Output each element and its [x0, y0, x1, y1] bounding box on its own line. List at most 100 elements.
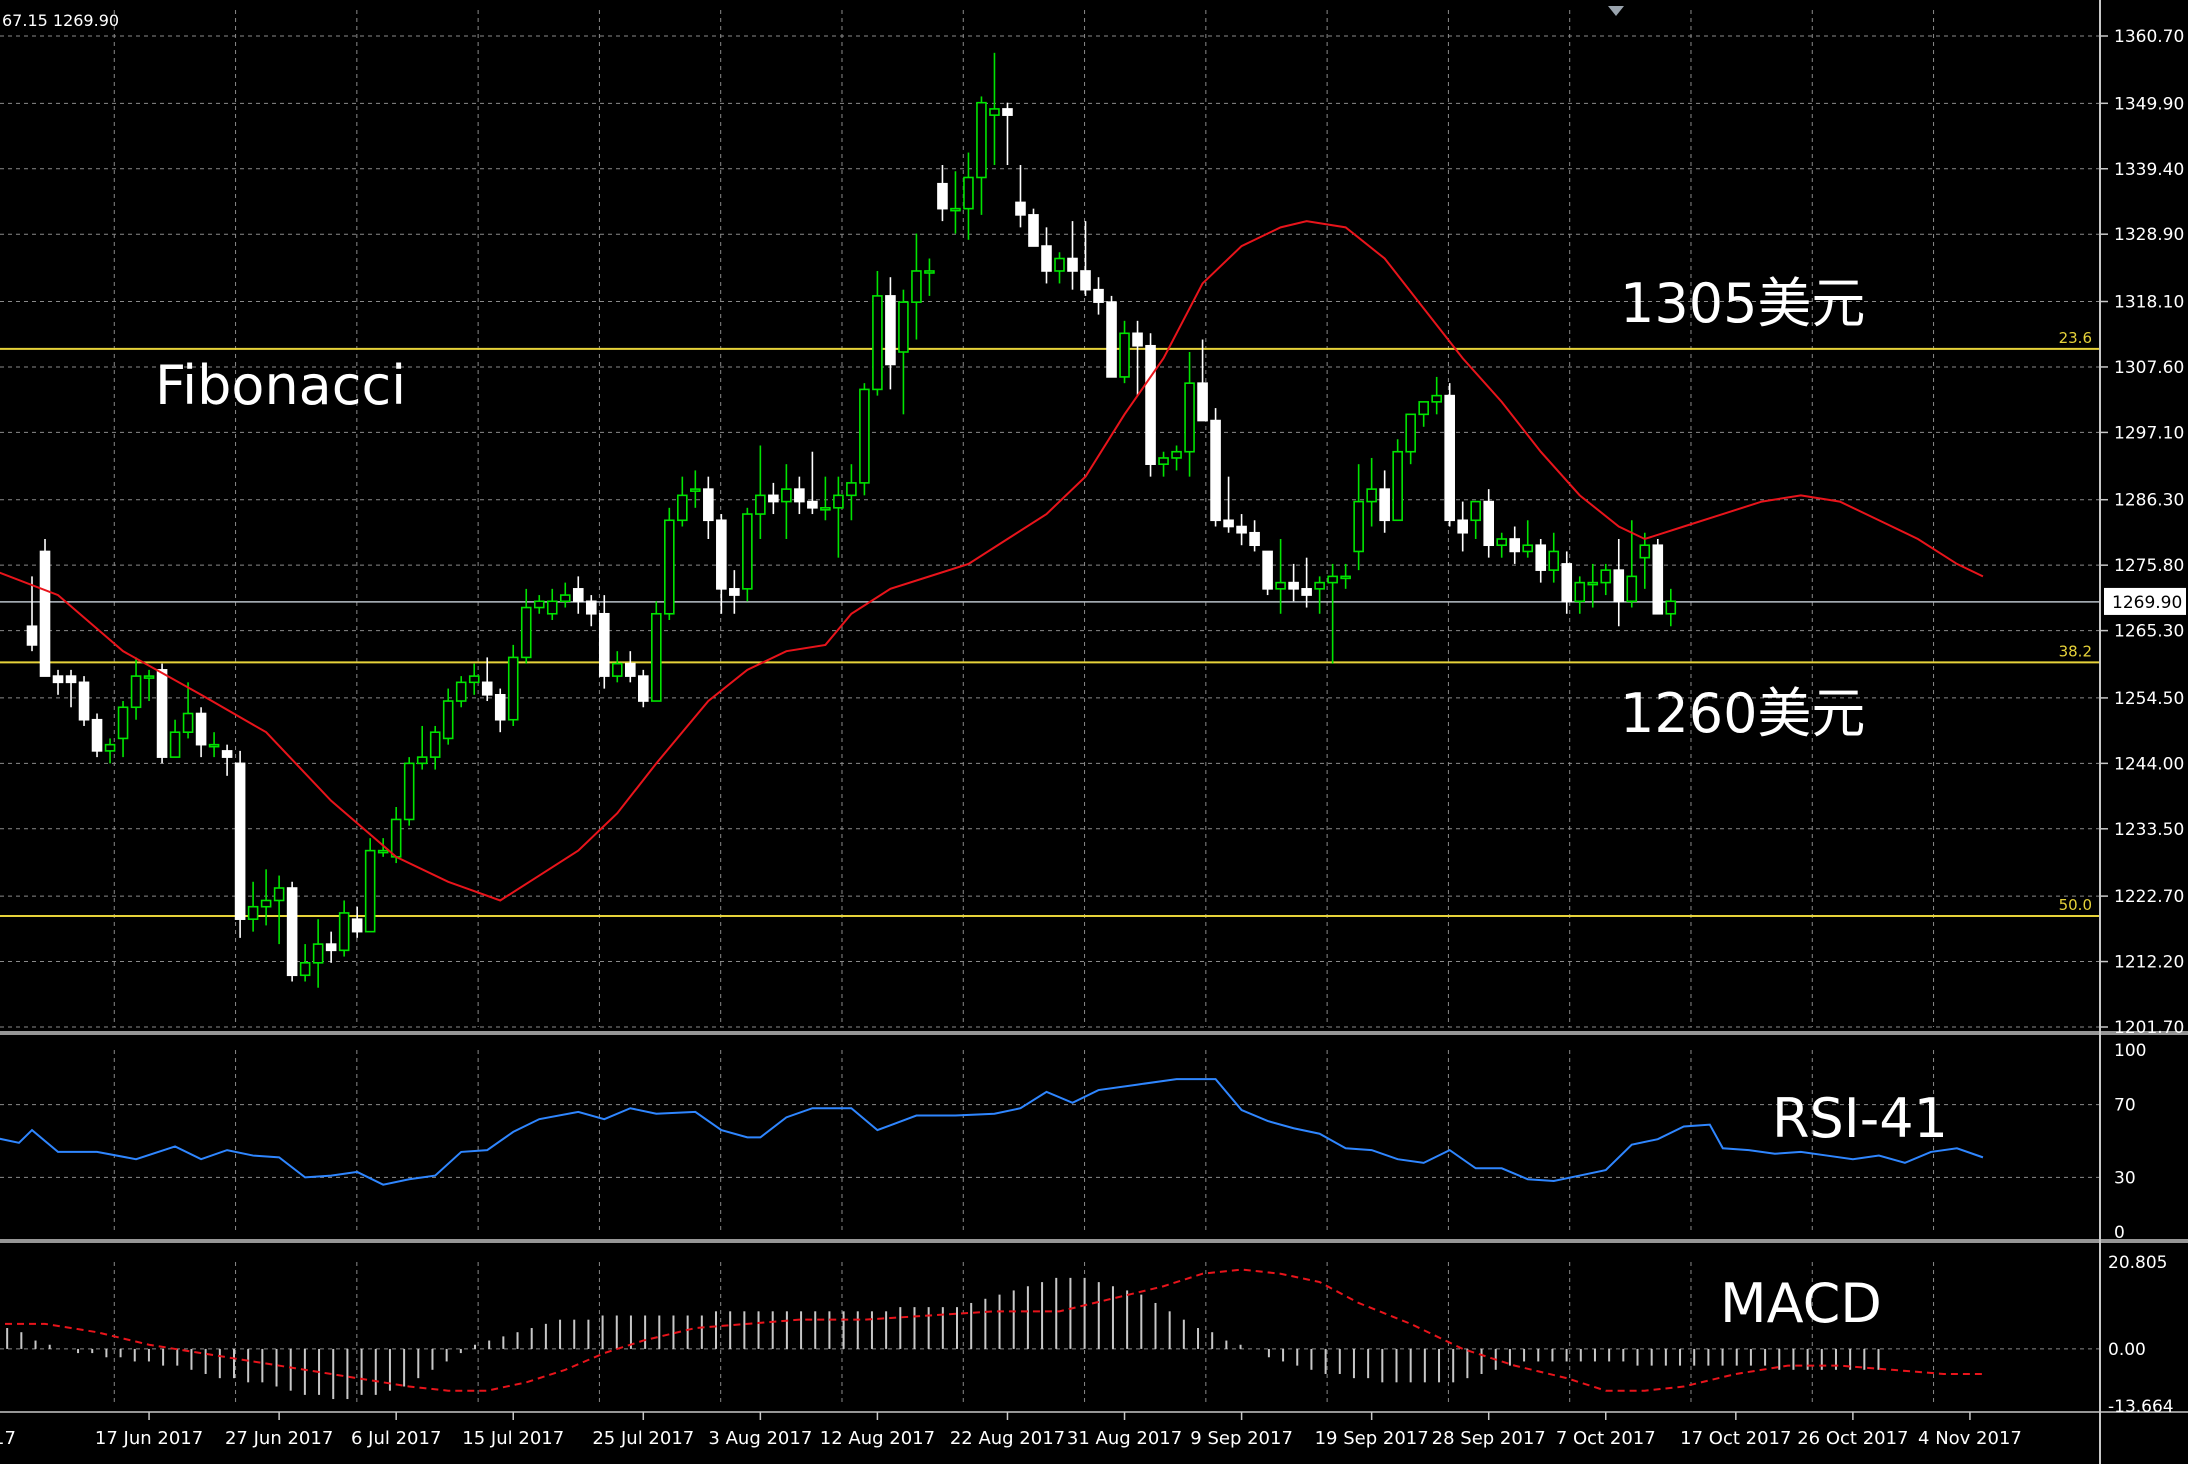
candle-body[interactable]	[1015, 201, 1026, 216]
candle-body[interactable]	[1483, 500, 1495, 547]
candle-body[interactable]	[143, 675, 155, 679]
candle-body[interactable]	[1080, 270, 1091, 291]
candle-body[interactable]	[1470, 500, 1481, 522]
candle-body[interactable]	[546, 600, 558, 615]
candle-body[interactable]	[468, 675, 480, 684]
candle-body[interactable]	[1288, 581, 1299, 590]
candle-body[interactable]	[833, 494, 844, 509]
candle-body[interactable]	[351, 918, 363, 933]
candle-body[interactable]	[1418, 401, 1429, 416]
candle-body[interactable]	[442, 700, 454, 740]
candle-body[interactable]	[1496, 538, 1508, 547]
candle-body[interactable]	[1444, 394, 1455, 522]
candle-body[interactable]	[221, 750, 233, 758]
candle-body[interactable]	[976, 101, 987, 179]
candle-body[interactable]	[1587, 581, 1599, 586]
candle-body[interactable]	[52, 675, 64, 684]
candle-body[interactable]	[1184, 382, 1195, 453]
candle-body[interactable]	[117, 706, 129, 740]
candle-body[interactable]	[963, 176, 974, 210]
candle-body[interactable]	[1379, 488, 1390, 522]
candle-body[interactable]	[1366, 488, 1377, 503]
candle-body[interactable]	[364, 849, 376, 933]
candle-body[interactable]	[950, 207, 961, 212]
candle-body[interactable]	[273, 887, 285, 902]
candle-body[interactable]	[1405, 413, 1416, 453]
candle-body[interactable]	[781, 488, 792, 503]
candle-body[interactable]	[1639, 544, 1651, 559]
candle-body[interactable]	[78, 681, 90, 721]
candle-body[interactable]	[1522, 544, 1534, 553]
candle-body[interactable]	[1665, 600, 1677, 615]
candle-body[interactable]	[1574, 581, 1586, 603]
candle-body[interactable]	[1132, 332, 1143, 347]
candle-body[interactable]	[859, 388, 870, 484]
candle-body[interactable]	[755, 494, 766, 515]
candle-body[interactable]	[169, 731, 181, 758]
candle-body[interactable]	[455, 681, 467, 702]
candle-body[interactable]	[286, 887, 298, 977]
candle-body[interactable]	[937, 182, 948, 210]
candle-body[interactable]	[1301, 588, 1312, 596]
candle-body[interactable]	[794, 488, 805, 503]
candle-body[interactable]	[1249, 531, 1260, 547]
candle-body[interactable]	[390, 818, 402, 858]
candle-body[interactable]	[1626, 575, 1638, 603]
candle-body[interactable]	[1158, 457, 1169, 465]
candle-body[interactable]	[1262, 550, 1273, 590]
candle-body[interactable]	[559, 594, 571, 603]
candle-body[interactable]	[1535, 544, 1547, 571]
candle-body[interactable]	[716, 519, 727, 590]
candle-body[interactable]	[924, 270, 935, 274]
candle-body[interactable]	[1197, 382, 1208, 422]
candle-body[interactable]	[1041, 245, 1052, 272]
candle-body[interactable]	[1002, 108, 1013, 116]
candle-body[interactable]	[104, 743, 116, 752]
candle-body[interactable]	[1067, 257, 1078, 272]
scroll-marker-icon[interactable]	[1608, 6, 1624, 16]
candle-body[interactable]	[156, 669, 168, 758]
candle-body[interactable]	[91, 718, 103, 752]
candle-body[interactable]	[846, 482, 857, 497]
candle-body[interactable]	[768, 494, 779, 503]
candle-body[interactable]	[26, 625, 38, 646]
candle-body[interactable]	[234, 762, 246, 920]
candle-body[interactable]	[911, 270, 922, 303]
candle-body[interactable]	[1028, 214, 1039, 247]
candle-body[interactable]	[533, 600, 545, 609]
candle-body[interactable]	[1652, 544, 1664, 615]
candle-body[interactable]	[1327, 575, 1338, 584]
candle-body[interactable]	[742, 513, 753, 590]
candle-body[interactable]	[872, 295, 883, 391]
candle-body[interactable]	[1275, 581, 1286, 590]
candle-body[interactable]	[130, 675, 142, 709]
candle-body[interactable]	[1145, 344, 1156, 465]
candle-body[interactable]	[585, 600, 597, 615]
candle-body[interactable]	[260, 899, 272, 908]
candle-body[interactable]	[1210, 419, 1221, 522]
candle-body[interactable]	[1236, 525, 1247, 534]
candle-body[interactable]	[377, 849, 389, 854]
candle-body[interactable]	[1340, 575, 1351, 580]
candle-body[interactable]	[703, 488, 714, 522]
candle-body[interactable]	[637, 675, 649, 702]
candle-body[interactable]	[520, 606, 532, 659]
candle-body[interactable]	[989, 108, 1000, 116]
candle-body[interactable]	[182, 712, 194, 733]
candle-body[interactable]	[1431, 394, 1442, 403]
candle-body[interactable]	[494, 693, 506, 721]
candle-body[interactable]	[1093, 288, 1104, 303]
candle-body[interactable]	[299, 962, 311, 977]
candle-body[interactable]	[690, 488, 701, 492]
candle-body[interactable]	[664, 519, 675, 615]
candle-body[interactable]	[416, 756, 428, 765]
candle-body[interactable]	[481, 681, 493, 696]
candle-body[interactable]	[651, 612, 662, 702]
candle-body[interactable]	[677, 494, 688, 522]
candle-body[interactable]	[1223, 519, 1234, 528]
candle-body[interactable]	[195, 712, 207, 746]
candle-body[interactable]	[429, 731, 441, 758]
candle-body[interactable]	[1548, 550, 1560, 571]
candle-body[interactable]	[403, 762, 415, 821]
